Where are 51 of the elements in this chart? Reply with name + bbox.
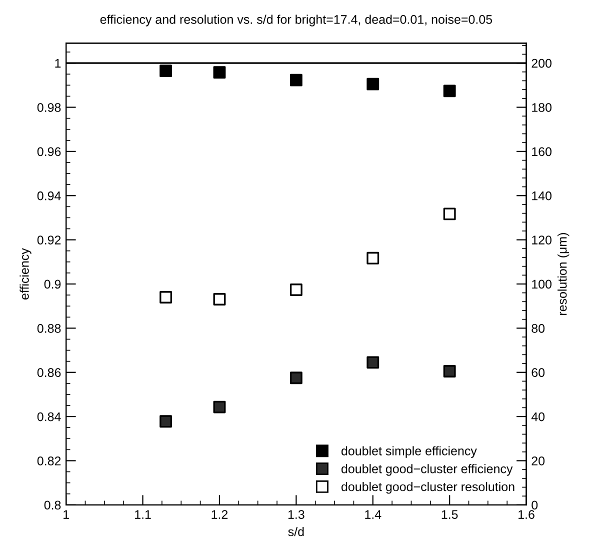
point xyxy=(443,365,456,378)
point xyxy=(213,293,226,306)
point xyxy=(366,356,380,369)
y-tick-label: 0.88 xyxy=(37,324,61,333)
y-tick-label: 0.9 xyxy=(44,280,61,289)
x-tick-label: 1.1 xyxy=(135,510,151,519)
x-tick-label: 1 xyxy=(64,510,69,519)
y2-tick-label: 40 xyxy=(531,412,545,422)
point xyxy=(290,284,302,296)
point xyxy=(443,84,456,98)
y-tick-label: 0.84 xyxy=(37,412,61,422)
y2-tick-label: 200 xyxy=(532,58,552,68)
x-tick-label: 1.2 xyxy=(212,510,228,519)
y2-tick-label: 120 xyxy=(532,236,552,244)
point xyxy=(290,74,302,86)
x-tick-label: 1.3 xyxy=(288,510,304,519)
y2-tick-label: 160 xyxy=(532,147,552,156)
point xyxy=(160,291,172,304)
legend-label: doublet simple efficiency xyxy=(341,446,477,458)
y-axis-title: efficiency xyxy=(20,248,32,300)
y-tick-label: 0.98 xyxy=(37,103,61,112)
point xyxy=(290,372,302,384)
point xyxy=(160,64,172,78)
point xyxy=(213,400,226,414)
point xyxy=(366,78,380,90)
y2-tick-label: 60 xyxy=(532,368,545,378)
y-tick-label: 0.82 xyxy=(37,456,61,466)
y2-axis-title: resolution (μm) xyxy=(558,233,570,316)
point xyxy=(443,208,456,220)
y2-tick-label: 20 xyxy=(532,456,545,466)
y2-tick-label: 180 xyxy=(532,103,552,112)
x-tick-label: 1.6 xyxy=(518,510,534,519)
y-tick-label: 0.94 xyxy=(37,191,61,200)
x-tick-label: 1.4 xyxy=(365,510,382,519)
y2-tick-label: 80 xyxy=(532,324,545,333)
y2-tick-label: 100 xyxy=(532,280,552,289)
y-tick-label: 1 xyxy=(55,59,61,68)
y-tick-label: 0.86 xyxy=(37,368,61,378)
x-tick-label: 1.5 xyxy=(442,510,458,519)
y-tick-label: 0.8 xyxy=(44,500,61,510)
y2-tick-label: 140 xyxy=(532,191,552,200)
x-axis-title: s/d xyxy=(288,526,304,536)
point xyxy=(160,415,172,428)
chart-title: efficiency and resolution vs. s/d for bright=17.4, dead=0.01, noise=0.05 xyxy=(100,14,492,26)
y-tick-label: 0.96 xyxy=(37,147,61,156)
legend-label: doublet good−cluster efficiency xyxy=(341,464,513,476)
point xyxy=(213,66,226,79)
y2-tick-label: 0 xyxy=(532,500,538,510)
legend-label: doublet good−cluster resolution xyxy=(341,482,514,494)
point xyxy=(366,252,380,264)
y-tick-label: 0.92 xyxy=(37,236,61,244)
